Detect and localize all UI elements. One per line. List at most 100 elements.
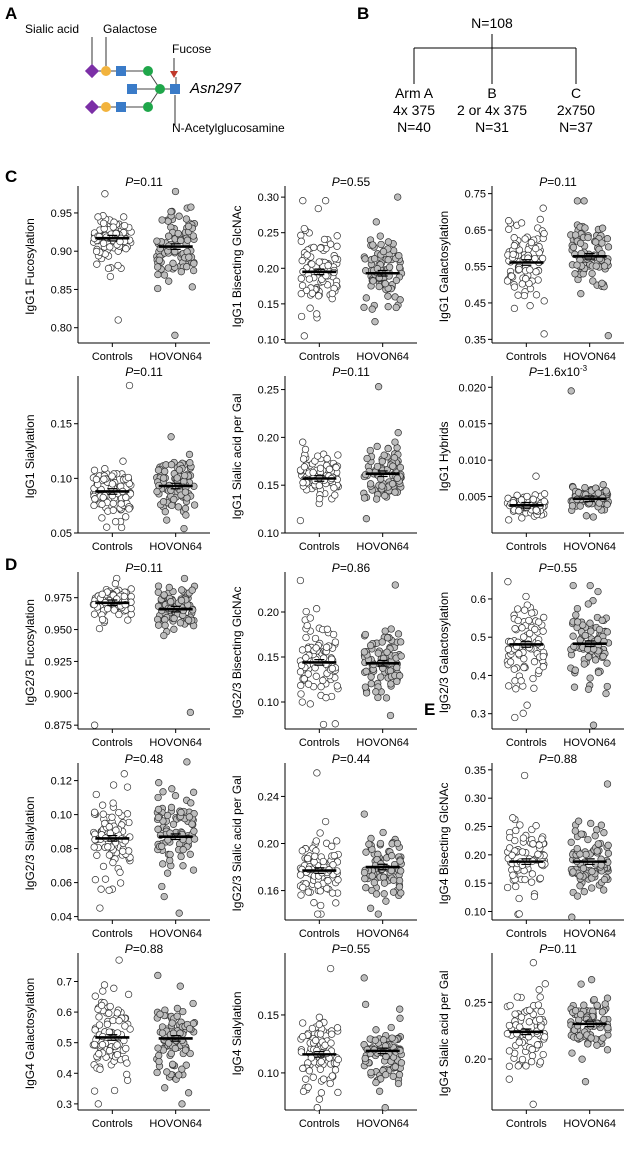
control-data-point (315, 481, 323, 490)
control-data-point (503, 1030, 512, 1038)
control-data-point (529, 1100, 537, 1108)
hovon-data-point (177, 236, 185, 245)
hovon-data-point (171, 187, 180, 196)
control-data-point (514, 605, 522, 613)
y-tick-label: 0.20 (258, 607, 279, 619)
control-data-point (326, 240, 335, 248)
control-data-point (331, 255, 339, 263)
hovon-data-point (182, 1061, 190, 1069)
hovon-data-point (361, 683, 370, 691)
hovon-data-point (380, 890, 388, 898)
hovon-data-point (594, 489, 602, 497)
control-data-point (333, 837, 341, 845)
hovon-data-point (587, 627, 595, 635)
hovon-data-point (579, 864, 588, 872)
hovon-data-point (170, 625, 178, 633)
y-tick-label: 0.12 (51, 776, 72, 788)
control-data-point (296, 516, 305, 525)
y-axis-label: IgG1 Fucosylation (23, 218, 37, 315)
hovon-data-point (186, 708, 195, 717)
plot-igg4-sia-gal: 0.20 0.25 IgG4 Sialic acid per Gal P=0.11 Co… (437, 942, 624, 1130)
control-data-point (511, 625, 519, 633)
y-tick-label: 0.950 (44, 625, 72, 637)
control-data-point (503, 883, 512, 892)
y-tick-label: 0.15 (465, 878, 486, 890)
control-data-point (297, 290, 305, 298)
control-data-point (517, 219, 526, 227)
hovon-data-point (189, 232, 197, 240)
control-data-point (99, 810, 107, 818)
hovon-data-point (158, 216, 166, 224)
p-value: P=0.11 (332, 365, 370, 379)
hovon-data-point (153, 1068, 161, 1077)
control-data-point (513, 993, 521, 1001)
hovon-data-point (167, 598, 175, 606)
control-data-point (297, 312, 306, 321)
hovon-data-point (182, 215, 191, 223)
hovon-data-point (373, 442, 381, 451)
control-data-point (528, 609, 536, 617)
control-data-point (526, 1006, 534, 1014)
y-tick-label: 0.25 (258, 385, 279, 397)
control-data-point (518, 624, 526, 632)
hovon-data-point (175, 909, 183, 917)
hovon-data-point (381, 1104, 389, 1112)
hovon-data-point (395, 263, 404, 272)
hovon-data-point (167, 486, 175, 494)
control-data-point (124, 990, 133, 999)
hovon-data-point (366, 446, 374, 455)
hovon-data-point (183, 263, 191, 271)
plot-igg23-gal: 0.3 0.4 0.5 0.6 IgG2/3 Galactosylation P=0.55… (437, 561, 624, 749)
hovon-data-point (375, 282, 383, 291)
hovon-data-point (383, 648, 391, 656)
p-value: P=0.88 (125, 942, 164, 956)
y-tick-label: 0.5 (57, 1038, 72, 1050)
control-data-point (115, 808, 123, 817)
hovon-data-point (183, 758, 191, 766)
x-tick-label: Controls (299, 351, 340, 363)
scatter-plots: 0.80 0.85 0.90 0.95 IgG1 Fucosylation P=0.11 C… (23, 175, 624, 1130)
hovon-data-point (389, 888, 398, 896)
control-data-point (309, 468, 317, 477)
label-asn297: Asn297 (189, 80, 242, 97)
hovon-data-point (167, 803, 176, 812)
galactose-circle-icon (101, 102, 111, 112)
hovon-data-point (603, 1046, 612, 1054)
control-data-point (113, 595, 121, 603)
control-data-point (299, 197, 307, 205)
hovon-data-point (374, 383, 383, 391)
control-data-point (303, 251, 311, 259)
control-data-point (536, 993, 544, 1001)
control-data-point (316, 829, 324, 837)
hovon-data-point (154, 971, 162, 980)
control-data-point (510, 234, 518, 242)
hovon-data-point (594, 587, 602, 596)
control-data-point (91, 992, 99, 1000)
hovon-data-point (588, 867, 596, 876)
hovon-data-point (573, 604, 582, 613)
hovon-data-point (158, 1029, 167, 1037)
control-data-point (111, 580, 120, 588)
hovon-data-point (568, 913, 576, 921)
control-data-point (320, 235, 329, 244)
control-data-point (91, 876, 100, 884)
control-data-point (522, 1062, 530, 1070)
control-data-point (532, 822, 540, 830)
hovon-data-point (571, 666, 579, 674)
control-data-point (519, 834, 528, 842)
control-data-point (313, 769, 321, 777)
hovon-data-point (377, 1075, 385, 1083)
hovon-data-point (365, 840, 373, 848)
x-tick-label: HOVON64 (563, 1118, 616, 1130)
control-data-point (540, 1033, 549, 1041)
control-data-point (123, 1059, 131, 1067)
control-data-point (331, 491, 339, 499)
control-data-point (302, 286, 311, 295)
y-tick-label: 0.10 (258, 697, 279, 709)
control-data-point (541, 980, 549, 988)
hovon-data-point (158, 882, 166, 891)
hovon-data-point (367, 1068, 375, 1077)
hovon-data-point (168, 785, 176, 793)
hovon-data-point (361, 255, 369, 263)
control-data-point (105, 823, 113, 831)
